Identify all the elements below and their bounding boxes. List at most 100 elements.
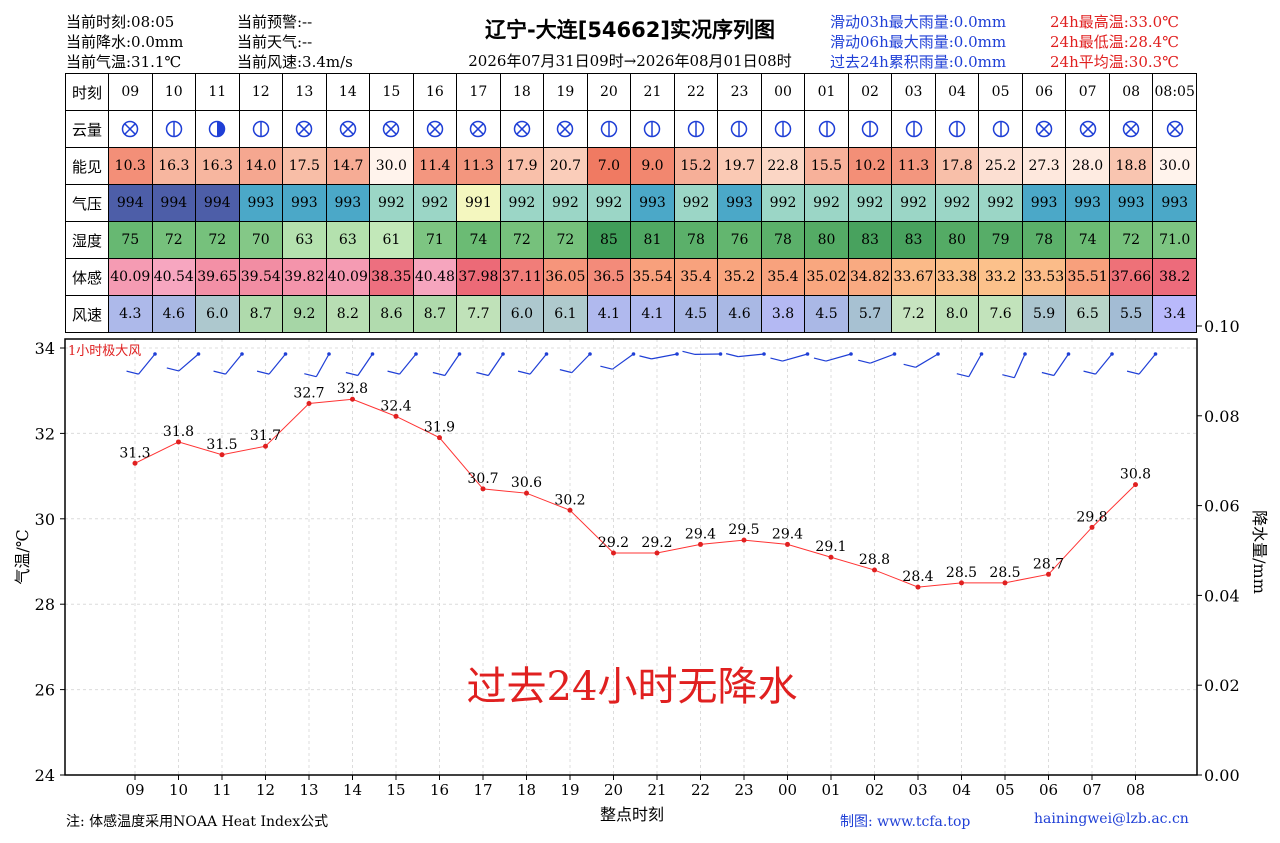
x-tick-label: 04 bbox=[952, 781, 971, 799]
cloud-clear-icon bbox=[818, 120, 835, 138]
wind-barb-dot bbox=[1066, 352, 1071, 356]
wind-barb-flag bbox=[682, 350, 695, 355]
temperature-point bbox=[306, 401, 312, 407]
temperature-point bbox=[219, 452, 225, 458]
wind-barb-dot bbox=[805, 352, 810, 356]
cell-hour: 07 bbox=[1065, 73, 1110, 111]
temperature-label: 29.8 bbox=[1076, 509, 1107, 525]
cell-cloud bbox=[195, 110, 240, 148]
temperature-label: 29.2 bbox=[598, 535, 629, 551]
cell-wind-speed: 4.6 bbox=[717, 295, 762, 333]
wind-barb bbox=[968, 353, 983, 377]
cell-wind-speed: 8.2 bbox=[325, 295, 371, 333]
cell-hour: 13 bbox=[282, 73, 327, 111]
wind-gust-label: 1小时极大风 bbox=[68, 344, 141, 359]
cell-visibility: 11.3 bbox=[456, 147, 501, 185]
cloud-overcast-icon bbox=[1122, 120, 1140, 138]
cloud-overcast-icon bbox=[122, 120, 139, 138]
row-label-wind-speed: 风速 bbox=[65, 295, 109, 333]
cell-pressure: 994 bbox=[108, 184, 153, 222]
wind-barb bbox=[178, 353, 199, 372]
x-tick-label: 09 bbox=[125, 781, 144, 799]
cell-hour: 10 bbox=[151, 73, 197, 111]
temperature-point bbox=[959, 580, 964, 586]
cell-wind-speed: 8.6 bbox=[369, 295, 414, 333]
wind-barb-dot bbox=[457, 352, 462, 356]
cell-wind-speed: 4.5 bbox=[804, 295, 849, 333]
y2-tick-label: 0.08 bbox=[1204, 407, 1240, 426]
cell-pressure: 992 bbox=[586, 184, 632, 222]
current-weather-block: 当前预警:-- 当前天气:-- 当前风速:3.4m/s bbox=[237, 12, 353, 72]
temp-avg: 24h平均温:30.3℃ bbox=[1050, 53, 1179, 71]
temperature-point bbox=[393, 413, 399, 419]
temperature-label: 30.8 bbox=[1120, 467, 1151, 483]
table-row-humidity: 湿度 75 72 72 70 63 63 61 71 74 72 72 85 81 78 76 78 80 83 83… bbox=[65, 221, 1197, 259]
temperature-label: 28.4 bbox=[902, 569, 933, 585]
cloud-clear-icon bbox=[861, 120, 879, 138]
temperature-point bbox=[263, 443, 268, 449]
wind-barb-dot bbox=[718, 352, 723, 356]
cell-humidity: 71 bbox=[412, 221, 458, 259]
cell-wind-speed: 4.3 bbox=[108, 295, 153, 333]
x-tick-label: 19 bbox=[560, 781, 579, 799]
cell-humidity: 63 bbox=[325, 221, 371, 259]
cell-pressure: 993 bbox=[325, 184, 371, 222]
cell-visibility: 27.3 bbox=[1021, 147, 1067, 185]
cell-pressure: 992 bbox=[499, 184, 545, 222]
rain-summary: 滑动03h最大雨量:0.0mm 滑动06h最大雨量:0.0mm 过去24h累积雨… bbox=[830, 12, 1006, 72]
x-axis-title: 整点时刻 bbox=[600, 805, 664, 824]
cell-feels-like: 40.09 bbox=[325, 258, 371, 296]
temperature-label: 31.7 bbox=[250, 428, 281, 444]
temperature-point bbox=[524, 490, 529, 496]
x-tick-label: 21 bbox=[647, 781, 666, 799]
y2-tick-label: 0.04 bbox=[1204, 586, 1240, 605]
cell-humidity: 78 bbox=[673, 221, 719, 259]
row-label-humidity: 湿度 bbox=[65, 221, 109, 259]
cloud-overcast-icon bbox=[1035, 120, 1053, 138]
temperature-point bbox=[1046, 571, 1051, 577]
x-tick-label: 16 bbox=[430, 781, 449, 799]
rain-3h: 滑动03h最大雨量:0.0mm bbox=[830, 13, 1007, 31]
cloud-clear-icon bbox=[644, 120, 661, 138]
plot-frame bbox=[64, 338, 1198, 776]
wind-barb-flag bbox=[166, 367, 179, 372]
cell-wind-speed: 4.1 bbox=[630, 295, 675, 333]
x-tick-label: 17 bbox=[473, 781, 492, 799]
wind-barb bbox=[612, 353, 634, 370]
current-warning: 当前预警:-- bbox=[237, 13, 313, 31]
wind-barb bbox=[651, 353, 678, 360]
cell-pressure: 993 bbox=[1108, 184, 1154, 222]
x-tick-label: 13 bbox=[299, 781, 318, 799]
y-tick-label: 24 bbox=[35, 766, 55, 785]
wind-barb-flag bbox=[1083, 370, 1096, 375]
cell-visibility: 16.3 bbox=[195, 147, 240, 185]
temperature-label: 28.5 bbox=[946, 565, 977, 581]
wind-barb bbox=[225, 353, 243, 375]
x-tick-label: 01 bbox=[821, 781, 840, 799]
cloud-overcast-icon bbox=[383, 120, 400, 138]
temperature-point bbox=[1133, 482, 1138, 488]
wind-barb-flag bbox=[126, 370, 139, 375]
cell-cloud bbox=[369, 110, 414, 148]
cell-pressure: 994 bbox=[151, 184, 197, 222]
cell-hour: 18 bbox=[499, 73, 545, 111]
wind-barb-dot bbox=[196, 352, 201, 356]
wind-barb-flag bbox=[858, 359, 871, 364]
wind-barb-flag bbox=[432, 371, 446, 377]
cell-humidity: 79 bbox=[978, 221, 1023, 259]
cell-pressure: 993 bbox=[717, 184, 762, 222]
wind-barb-flag bbox=[725, 353, 739, 358]
x-tick-label: 22 bbox=[691, 781, 710, 799]
cell-visibility: 9.0 bbox=[630, 147, 675, 185]
cell-feels-like: 33.67 bbox=[891, 258, 936, 296]
wind-barb bbox=[1138, 353, 1156, 375]
cell-visibility: 16.3 bbox=[151, 147, 197, 185]
x-tick-label: 14 bbox=[343, 781, 362, 799]
temperature-label: 31.3 bbox=[119, 445, 150, 461]
cell-wind-speed: 7.6 bbox=[978, 295, 1023, 333]
temperature-label: 29.4 bbox=[685, 526, 716, 542]
wind-barb-flag bbox=[956, 373, 969, 378]
wind-barb-dot bbox=[327, 352, 331, 356]
wind-barb-dot bbox=[153, 352, 157, 356]
cell-wind-speed: 5.5 bbox=[1108, 295, 1154, 333]
